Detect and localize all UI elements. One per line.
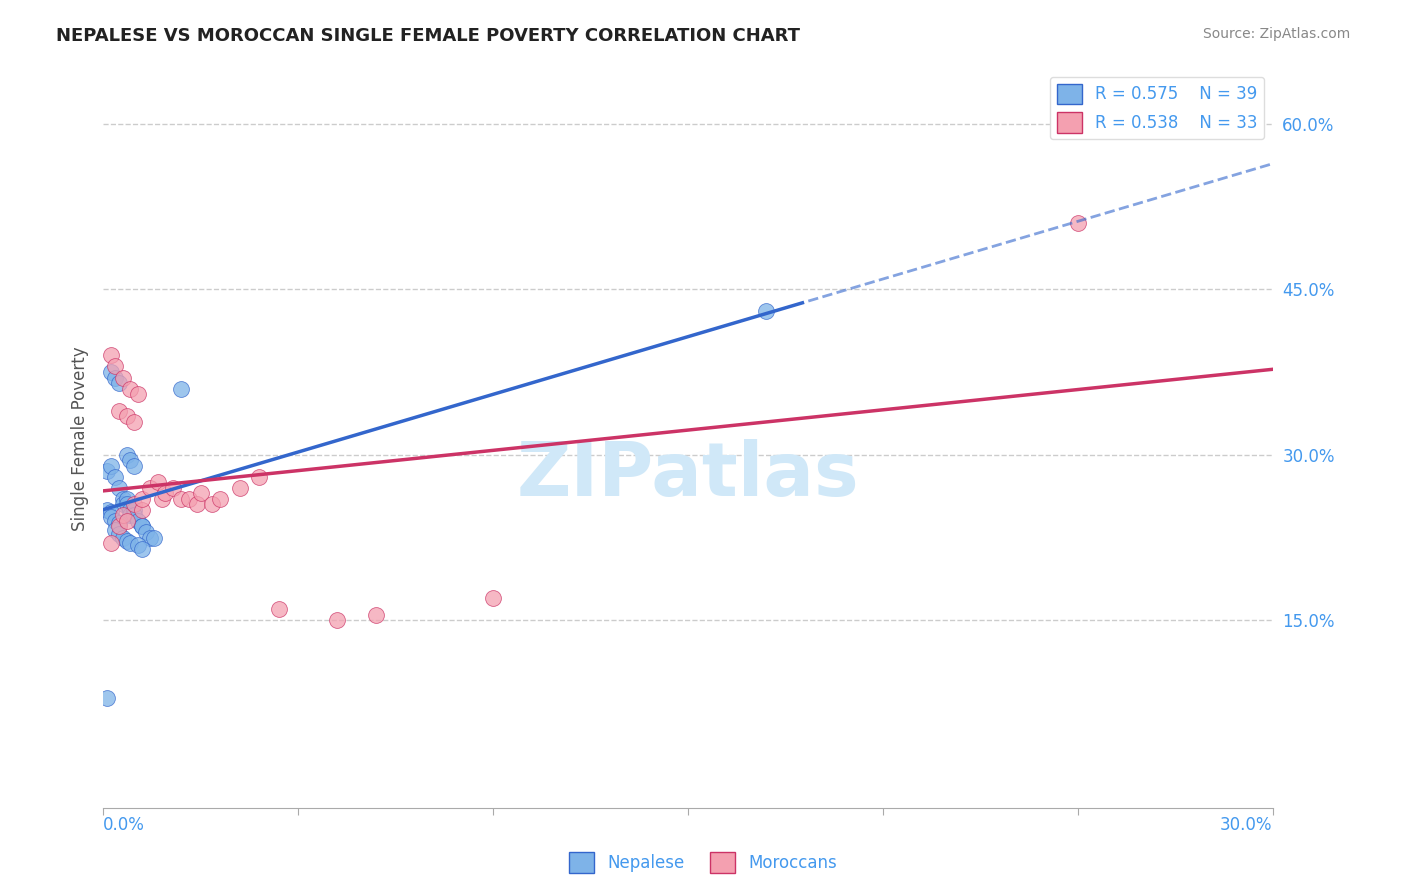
Point (127, 387, 149, 401)
Point (364, 607, 387, 622)
Point (131, 519, 153, 533)
Point (115, 533, 138, 548)
Point (162, 481, 184, 495)
Point (96, 690, 118, 705)
Point (115, 448, 138, 462)
Point (100, 458, 122, 473)
Point (139, 481, 162, 495)
Point (115, 409, 138, 424)
Point (124, 503, 146, 517)
Point (135, 524, 157, 539)
Point (124, 415, 146, 429)
Point (142, 531, 165, 545)
Point (170, 491, 193, 506)
Point (1066, 216, 1088, 230)
Text: 0.0%: 0.0% (103, 816, 145, 834)
Point (107, 376, 129, 390)
Point (127, 514, 149, 528)
Point (100, 509, 122, 524)
Point (131, 503, 153, 517)
Point (96, 464, 118, 478)
Point (267, 602, 290, 616)
Text: NEPALESE VS MOROCCAN SINGLE FEMALE POVERTY CORRELATION CHART: NEPALESE VS MOROCCAN SINGLE FEMALE POVER… (56, 27, 800, 45)
Text: ZIPatlas: ZIPatlas (516, 439, 859, 512)
Point (186, 497, 208, 511)
Point (104, 370, 127, 384)
Point (111, 531, 134, 545)
Point (120, 382, 142, 396)
Point (131, 491, 153, 506)
Point (104, 523, 127, 537)
Point (177, 491, 200, 506)
Point (100, 536, 122, 550)
Point (131, 541, 153, 556)
Legend: R = 0.575    N = 39, R = 0.538    N = 33: R = 0.575 N = 39, R = 0.538 N = 33 (1050, 77, 1264, 139)
Point (115, 514, 138, 528)
Text: Source: ZipAtlas.com: Source: ZipAtlas.com (1202, 27, 1350, 41)
Point (124, 497, 146, 511)
Point (146, 475, 169, 490)
Point (127, 538, 149, 552)
Point (120, 508, 142, 523)
Legend: Nepalese, Moroccans: Nepalese, Moroccans (562, 846, 844, 880)
Point (104, 470, 127, 484)
Point (124, 458, 146, 473)
Point (120, 536, 142, 550)
Point (755, 304, 778, 318)
Point (107, 519, 129, 533)
Point (120, 503, 142, 517)
Point (100, 365, 122, 379)
Point (120, 453, 142, 467)
Point (228, 481, 250, 495)
Point (247, 470, 270, 484)
Point (100, 505, 122, 519)
Point (111, 370, 134, 384)
Point (115, 497, 138, 511)
Point (139, 531, 162, 545)
Point (104, 514, 127, 528)
Y-axis label: Single Female Poverty: Single Female Poverty (72, 346, 89, 531)
Point (190, 486, 212, 500)
Point (170, 382, 193, 396)
Text: 30.0%: 30.0% (1220, 816, 1272, 834)
Point (209, 491, 232, 506)
Point (96, 503, 118, 517)
Point (201, 497, 224, 511)
Point (326, 613, 349, 627)
Point (482, 591, 505, 606)
Point (124, 508, 146, 523)
Point (107, 403, 129, 417)
Point (100, 348, 122, 362)
Point (107, 516, 129, 531)
Point (155, 486, 177, 500)
Point (115, 491, 138, 506)
Point (111, 508, 134, 523)
Point (107, 527, 129, 541)
Point (104, 359, 127, 374)
Point (131, 519, 153, 533)
Point (107, 481, 129, 495)
Point (150, 491, 173, 506)
Point (111, 491, 134, 506)
Point (111, 497, 134, 511)
